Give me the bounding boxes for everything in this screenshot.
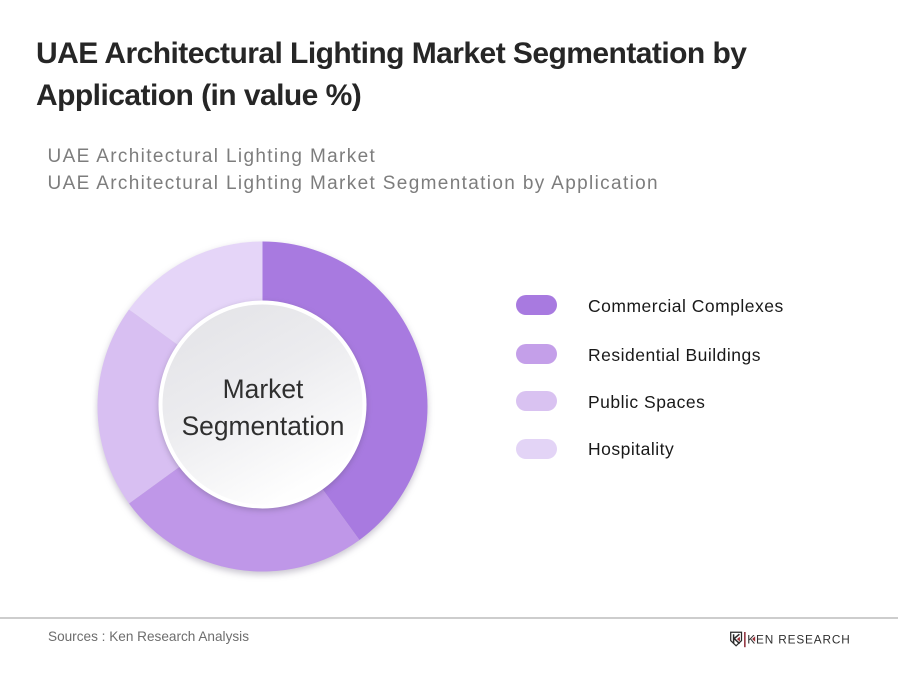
svg-text:KEN RESEARCH: KEN RESEARCH	[747, 632, 850, 646]
